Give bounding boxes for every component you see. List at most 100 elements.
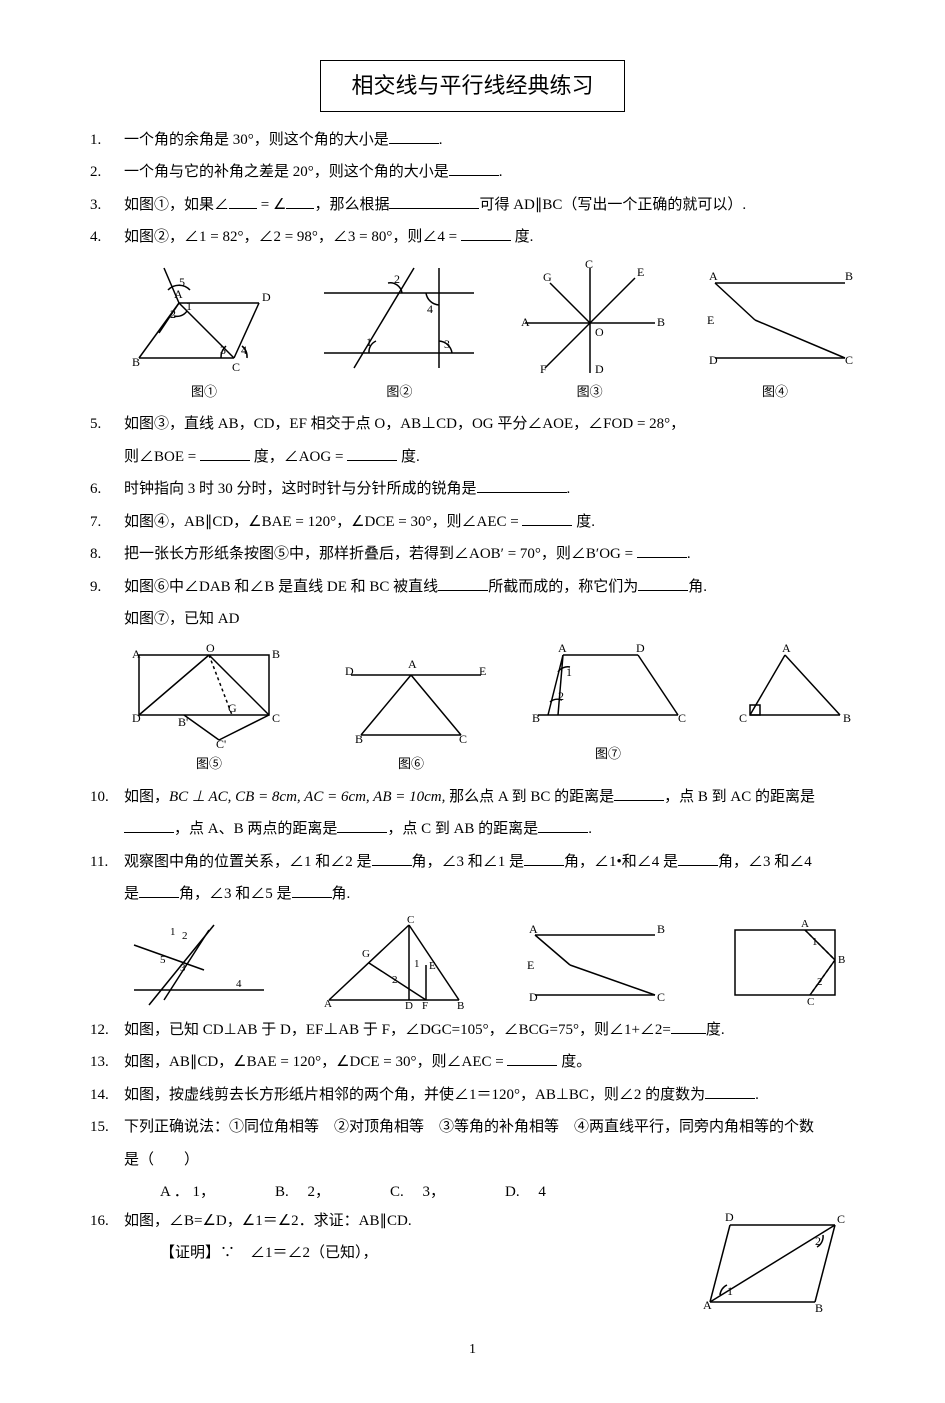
q1-text-b: .: [439, 132, 443, 148]
blank: [124, 818, 174, 833]
q14-body: 如图，按虚线剪去长方形纸片相邻的两个角，并使∠1＝120°，AB⊥BC，则∠2 …: [124, 1081, 855, 1110]
blank: [638, 576, 688, 591]
q10-l2b: ，点 C 到 AB 的距离是: [387, 821, 538, 837]
figure-row-3: 12 53 4 CG AD FB 21 E: [124, 915, 855, 1010]
q5-l2b: 度，∠AOG =: [250, 449, 347, 465]
q9-note: 如图⑦，已知 AD: [124, 605, 855, 634]
blank: [614, 786, 664, 801]
q10-a: 如图，: [124, 789, 169, 805]
blank: [678, 851, 718, 866]
q13-a: 如图，AB∥CD，∠BAE = 120°，∠DCE = 30°，则∠AEC =: [124, 1054, 507, 1070]
q13-body: 如图，AB∥CD，∠BAE = 120°，∠DCE = 30°，则∠AEC = …: [124, 1048, 855, 1077]
svg-text:4: 4: [241, 343, 247, 357]
figure-7: AD BC 12 图⑦: [528, 640, 688, 777]
q5-num: 5.: [90, 410, 124, 439]
q6-b: .: [567, 481, 571, 497]
blank: [524, 851, 564, 866]
caption-6: 图⑥: [331, 752, 491, 777]
svg-text:B: B: [838, 954, 845, 966]
q13-num: 13.: [90, 1048, 124, 1077]
svg-text:C: C: [407, 915, 414, 926]
q14-num: 14.: [90, 1081, 124, 1110]
q6-body: 时钟指向 3 时 30 分时，这时时针与分针所成的锐角是.: [124, 475, 855, 504]
q4-a: 如图②，∠1 = 82°，∠2 = 98°，∠3 = 80°，则∠4 =: [124, 229, 461, 245]
q7-body: 如图④，AB∥CD，∠BAE = 120°，∠DCE = 30°，则∠AEC =…: [124, 508, 855, 537]
caption-4: 图④: [695, 380, 855, 405]
q10-body: 如图，BC ⊥ AC, CB = 8cm, AC = 6cm, AB = 10c…: [124, 783, 855, 812]
q5-l2a: 则∠BOE =: [124, 449, 200, 465]
q15-num: 15.: [90, 1113, 124, 1142]
svg-text:A: A: [782, 641, 791, 655]
svg-text:4: 4: [236, 978, 242, 990]
q9-body: 如图⑥中∠DAB 和∠B 是直线 DE 和 BC 被直线所截而成的，称它们为角.: [124, 573, 855, 602]
question-15: 15. 下列正确说法：①同位角相等 ②对顶角相等 ③等角的补角相等 ④两直线平行…: [90, 1113, 855, 1142]
q5-l2c: 度.: [397, 449, 420, 465]
q3-body: 如图①，如果∠ = ∠，那么根据可得 AD∥BC（写出一个正确的就可以）.: [124, 191, 855, 220]
q15-options: A ． 1， B. 2， C. 3， D. 4: [160, 1178, 855, 1207]
svg-text:2: 2: [815, 1234, 821, 1248]
svg-text:A: A: [529, 922, 538, 936]
q4-num: 4.: [90, 223, 124, 252]
q10-b: 那么点 A 到 BC 的距离是: [445, 789, 614, 805]
q12-body: 如图，已知 CD⊥AB 于 D，EF⊥AB 于 F，∠DGC=105°，∠BCG…: [124, 1016, 855, 1045]
svg-text:C: C: [807, 996, 814, 1008]
svg-text:1: 1: [170, 926, 176, 938]
q12-b: 度.: [706, 1022, 725, 1038]
svg-text:B: B: [657, 922, 665, 936]
svg-text:1: 1: [566, 665, 572, 679]
svg-text:1: 1: [366, 335, 372, 349]
q11-a: 观察图中角的位置关系，∠1 和∠2 是: [124, 854, 372, 870]
q9-num: 9.: [90, 573, 124, 602]
svg-text:D: D: [345, 664, 354, 678]
svg-text:3: 3: [180, 962, 186, 974]
q11-line2: 是角，∠3 和∠5 是角.: [124, 880, 855, 909]
figure-3: AB CD EF GO 图③: [515, 258, 665, 405]
svg-text:4: 4: [427, 302, 433, 316]
q3-d: 可得 AD∥BC（写出一个正确的就可以）.: [479, 197, 746, 213]
svg-text:2: 2: [170, 307, 176, 321]
svg-text:E: E: [429, 960, 436, 972]
q16-a: 如图，∠B=∠D，∠1＝∠2．求证：AB∥CD.: [124, 1213, 412, 1229]
q7-b: 度.: [572, 514, 595, 530]
figure-abcd-e: AB DC E: [515, 915, 675, 1010]
question-4: 4. 如图②，∠1 = 82°，∠2 = 98°，∠3 = 80°，则∠4 = …: [90, 223, 855, 252]
figure-2: 24 13 图②: [314, 258, 484, 405]
svg-text:D: D: [595, 362, 604, 376]
q9-c: 角.: [688, 579, 707, 595]
question-13: 13. 如图，AB∥CD，∠BAE = 120°，∠DCE = 30°，则∠AE…: [90, 1048, 855, 1077]
q1-num: 1.: [90, 126, 124, 155]
svg-text:A: A: [558, 641, 567, 655]
svg-text:B: B: [845, 269, 853, 283]
opt-c: C. 3，: [390, 1178, 445, 1207]
caption-2: 图②: [314, 380, 484, 405]
q9-b: 所截而成的，称它们为: [488, 579, 638, 595]
q7-a: 如图④，AB∥CD，∠BAE = 120°，∠DCE = 30°，则∠AEC =: [124, 514, 522, 530]
question-3: 3. 如图①，如果∠ = ∠，那么根据可得 AD∥BC（写出一个正确的就可以）.: [90, 191, 855, 220]
blank: [337, 818, 387, 833]
q2-body: 一个角与它的补角之差是 20°，则这个角的大小是.: [124, 158, 855, 187]
q11-c: 角，∠1•和∠4 是: [564, 854, 678, 870]
figure-cd-ab: CG AD FB 21 E: [314, 915, 474, 1010]
svg-text:O: O: [206, 641, 215, 655]
svg-text:F: F: [540, 362, 547, 376]
blank: [438, 576, 488, 591]
q10-num: 10.: [90, 783, 124, 812]
svg-text:5: 5: [160, 954, 166, 966]
q1-body: 一个角的余角是 30°，则这个角的大小是.: [124, 126, 855, 155]
question-6: 6. 时钟指向 3 时 30 分时，这时时针与分针所成的锐角是.: [90, 475, 855, 504]
svg-text:C: C: [585, 258, 593, 271]
svg-text:F: F: [422, 1000, 428, 1010]
blank: [286, 194, 314, 209]
svg-text:B: B: [272, 647, 280, 661]
caption-1: 图①: [124, 380, 284, 405]
q14-b: .: [755, 1087, 759, 1103]
svg-text:A: A: [324, 998, 332, 1010]
q11-body: 观察图中角的位置关系，∠1 和∠2 是角，∠3 和∠1 是角，∠1•和∠4 是角…: [124, 848, 855, 877]
q10-l2a: ，点 A、B 两点的距离是: [174, 821, 337, 837]
svg-text:D: D: [529, 990, 538, 1004]
figure-parallelogram: DC AB 12: [695, 1207, 855, 1317]
caption-7: 图⑦: [528, 742, 688, 767]
svg-text:D: D: [709, 353, 718, 367]
q11-l2a: 是: [124, 886, 139, 902]
q7-num: 7.: [90, 508, 124, 537]
